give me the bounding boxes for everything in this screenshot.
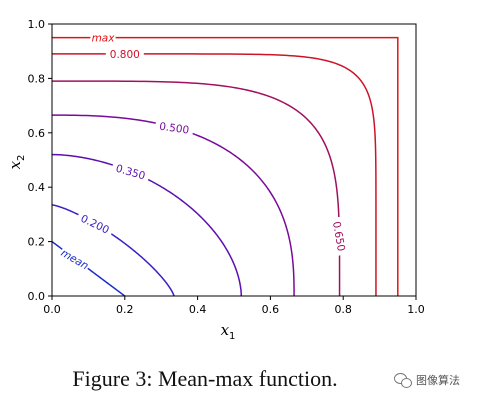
contour-line-0.500 <box>52 114 295 296</box>
watermark-text: 图像算法 <box>416 374 460 387</box>
x-tick-label: 0.4 <box>189 303 207 316</box>
figure-caption: Figure 3: Mean-max function. <box>72 366 338 391</box>
contour-group <box>52 36 399 296</box>
contour-line-0.200 <box>52 204 175 296</box>
x-tick-label: 0.0 <box>43 303 61 316</box>
x-axis-title: x1 <box>221 321 236 342</box>
y-axis-title: x2 <box>6 155 27 170</box>
y-tick-label: 0.0 <box>28 290 46 303</box>
y-tick-label: 0.4 <box>28 181 46 194</box>
contour-label-0.200: 0.200 <box>75 209 116 238</box>
contour-label-0.800: 0.800 <box>105 46 144 61</box>
contour-label-0.350: 0.350 <box>110 159 151 183</box>
contour-label-bg <box>330 216 350 256</box>
contour-label-max: max <box>90 30 116 45</box>
contour-label-text: 0.350 <box>114 163 146 183</box>
x-tick-label: 0.8 <box>334 303 352 316</box>
contour-line-0.350 <box>52 153 243 296</box>
contour-label-text: 0.500 <box>158 121 189 137</box>
y-tick-label: 0.8 <box>28 72 46 85</box>
y-tick-label: 0.2 <box>28 236 46 249</box>
contour-label-0.500: 0.500 <box>154 118 195 137</box>
contour-label-bg <box>75 209 116 238</box>
contour-label-bg <box>110 159 151 183</box>
contour-line-0.800 <box>52 53 377 296</box>
contour-line-max <box>52 36 399 296</box>
contour-label-mean: mean <box>58 244 93 272</box>
x-tick-label: 0.6 <box>262 303 280 316</box>
watermark: 图像算法 <box>394 372 460 388</box>
contour-label-bg <box>154 118 195 137</box>
x-axis-subscript: 1 <box>229 331 235 342</box>
contour-label-bg <box>58 244 93 272</box>
x-tick-label: 0.2 <box>116 303 134 316</box>
plot-frame <box>51 23 417 297</box>
x-tick-label: 1.0 <box>407 303 425 316</box>
contour-label-text: 0.800 <box>110 49 140 61</box>
contour-label-0.650: 0.650 <box>330 216 350 256</box>
contour-line-0.650 <box>52 80 341 296</box>
contour-label-bg <box>105 46 144 60</box>
y-tick-label: 1.0 <box>28 18 46 31</box>
contour-label-bg <box>90 30 116 44</box>
wechat-icon <box>394 373 412 388</box>
contour-label-text: max <box>92 33 116 45</box>
y-axis-subscript: 2 <box>16 155 27 161</box>
contour-line-mean <box>52 240 126 296</box>
contour-label-text: 0.650 <box>330 221 347 253</box>
y-tick-label: 0.6 <box>28 127 46 140</box>
